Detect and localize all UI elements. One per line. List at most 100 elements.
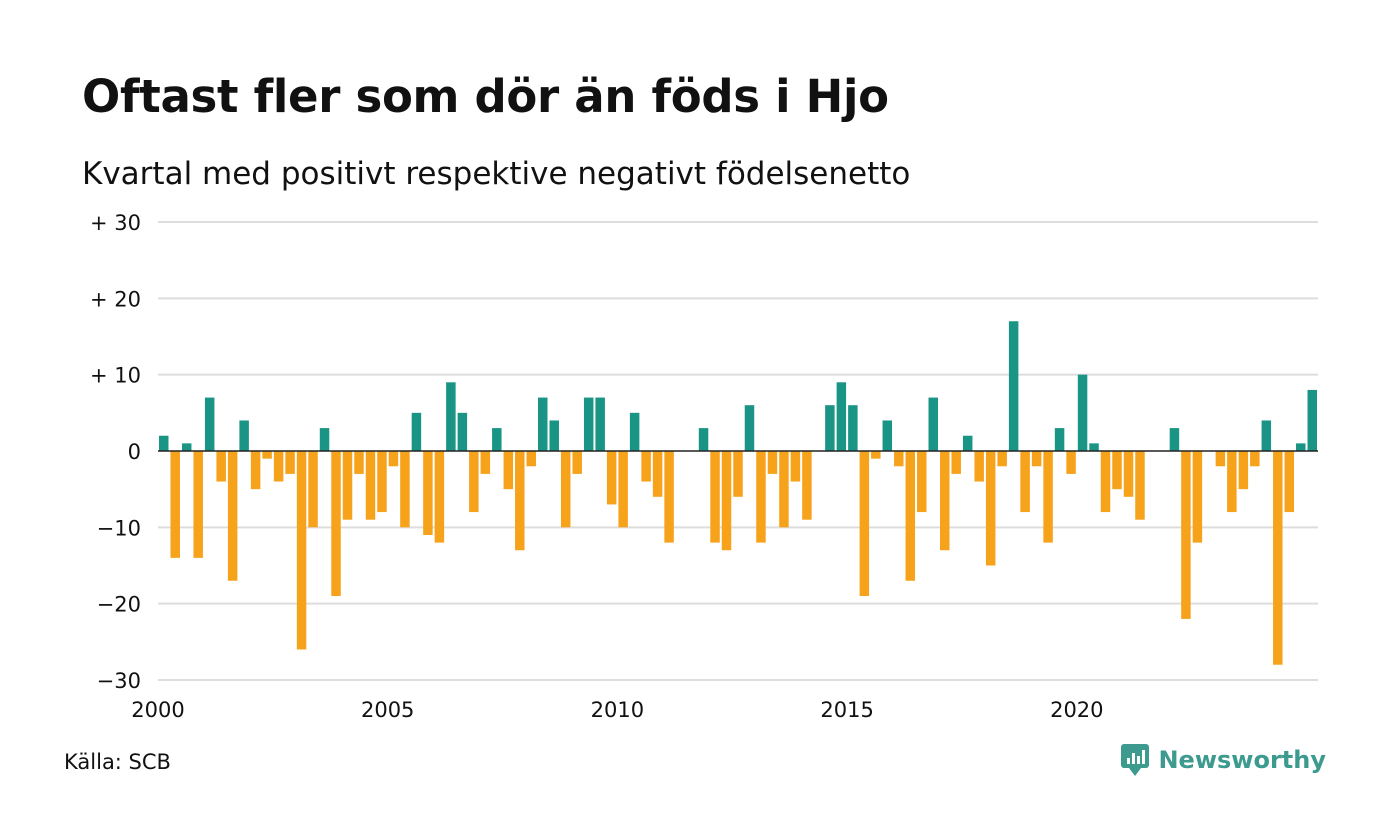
bar: 2024 K4: 1 (1296, 443, 1306, 451)
chart-title: Oftast fler som dör än föds i Hjo (82, 70, 889, 123)
bar: 2002 K3: -4 (273, 451, 284, 482)
bar: 2001 K4: 4 (239, 420, 249, 451)
bar: 2023 K3: -5 (1238, 451, 1249, 490)
bar: 2002 K1: -5 (250, 451, 261, 490)
bar: 2003 K2: -10 (308, 451, 318, 528)
bar: 2019 K3: 3 (1054, 428, 1065, 451)
chart-subtitle: Kvartal med positivt respektive negativt… (82, 156, 911, 192)
bar: 2023 K1: -2 (1215, 451, 1226, 467)
bar: 2005 K4: -11 (423, 451, 433, 535)
y-tick-label: −30 (97, 669, 141, 693)
bar: 2017 K2: -3 (951, 451, 961, 474)
bar: 2005 K1: -2 (388, 451, 399, 467)
bar: 2008 K3: 4 (549, 420, 559, 451)
bar: 2004 K2: -3 (354, 451, 364, 474)
bar: 2024 K3: -8 (1284, 451, 1295, 513)
bar: 2014 K3: 6 (825, 405, 835, 451)
bar: 2011 K1: -12 (664, 451, 674, 543)
y-tick-label: + 10 (90, 364, 141, 388)
bars: 2000 K1: 22000 K2: -142000 K3: 12000 K4:… (159, 321, 1317, 665)
bar: 2007 K3: -5 (503, 451, 514, 490)
bar: 2007 K2: 3 (492, 428, 502, 451)
source-note: Källa: SCB (64, 750, 171, 774)
bar: 2015 K1: 6 (848, 405, 858, 451)
bar: 2012 K2: -13 (721, 451, 732, 551)
bar: 2016 K1: -2 (894, 451, 904, 467)
bar: 2007 K4: -13 (515, 451, 525, 551)
bar: 2013 K1: -12 (756, 451, 766, 543)
bar: 2015 K2: -19 (859, 451, 870, 597)
bar: 2008 K2: 7 (538, 397, 548, 451)
bar: 2015 K3: -1 (871, 451, 881, 459)
bar: 2001 K1: 7 (204, 397, 215, 451)
bar: 2002 K4: -3 (285, 451, 295, 474)
x-tick-label: 2005 (361, 698, 414, 722)
bar: 2018 K3: 17 (1008, 321, 1019, 451)
bar: 2019 K4: -3 (1066, 451, 1076, 474)
bar: 2009 K1: -3 (572, 451, 582, 474)
bar: 2008 K4: -10 (560, 451, 571, 528)
bar: 2011 K4: 3 (698, 428, 709, 451)
bar: 2006 K1: -12 (434, 451, 445, 543)
bar: 2010 K2: 5 (629, 412, 640, 451)
x-tick-label: 2000 (131, 698, 184, 722)
bar: 2020 K1: 10 (1077, 374, 1088, 451)
bar: 2024 K1: 4 (1261, 420, 1272, 451)
y-tick-label: 0 (128, 440, 141, 464)
y-axis-ticks: + 30 + 20 + 10 0 −10 −20 −30 (90, 211, 141, 693)
bar: 2016 K3: -8 (917, 451, 927, 513)
newsworthy-logo-icon (1121, 744, 1150, 776)
bar: 2005 K3: 5 (411, 412, 422, 451)
brand-logo: Newsworthy (1120, 743, 1326, 777)
bar: 2021 K1: -6 (1123, 451, 1134, 497)
bar: 2012 K1: -12 (710, 451, 720, 543)
bar: 2017 K1: -13 (939, 451, 950, 551)
bar: 2021 K2: -9 (1135, 451, 1145, 520)
bar: 2018 K2: -2 (997, 451, 1007, 467)
bar: 2012 K3: -6 (733, 451, 743, 497)
bar: 2000 K1: 2 (159, 435, 169, 451)
bar: 2010 K1: -10 (618, 451, 628, 528)
bar: 2017 K4: -4 (974, 451, 984, 482)
bar: 2006 K3: 5 (457, 412, 468, 451)
bar: 2006 K2: 9 (446, 382, 456, 451)
bar: 2017 K3: 2 (962, 435, 973, 451)
bar: 2016 K2: -17 (905, 451, 916, 581)
bar: 2020 K2: 1 (1089, 443, 1099, 451)
bar: 2008 K1: -2 (526, 451, 537, 467)
bar: 2013 K2: -3 (767, 451, 778, 474)
bar: 2019 K1: -2 (1031, 451, 1042, 467)
bar: 2000 K3: 1 (181, 443, 192, 451)
bar: undefined: 8 (1307, 389, 1317, 451)
bar: 2023 K4: -2 (1250, 451, 1260, 467)
bar: 2018 K4: -8 (1020, 451, 1030, 513)
bar: 2019 K2: -12 (1043, 451, 1053, 543)
brand-name: Newsworthy (1158, 746, 1326, 774)
bar: 2009 K2: 7 (583, 397, 594, 451)
bar: 2024 K2: -28 (1273, 451, 1283, 665)
bar: 2003 K3: 3 (319, 428, 330, 451)
bar: 2000 K2: -14 (170, 451, 180, 558)
bar: 2022 K3: -12 (1192, 451, 1203, 543)
bar: 2013 K4: -4 (790, 451, 801, 482)
bar: 2000 K4: -14 (193, 451, 203, 558)
bar: 2016 K4: 7 (928, 397, 938, 451)
bar: 2009 K4: -7 (606, 451, 617, 505)
bar: 2004 K4: -8 (377, 451, 387, 513)
bar: 2014 K1: -9 (802, 451, 812, 520)
bar: 2005 K2: -10 (400, 451, 410, 528)
bar: 2002 K2: -1 (262, 451, 272, 459)
y-tick-label: + 20 (90, 287, 141, 311)
bar: 2001 K3: -17 (227, 451, 238, 581)
bar: 2006 K4: -8 (469, 451, 479, 513)
bar: 2003 K4: -19 (331, 451, 341, 597)
x-tick-label: 2010 (591, 698, 644, 722)
bar: 2009 K3: 7 (595, 397, 605, 451)
gridlines (158, 221, 1318, 681)
bar: 2012 K4: 6 (744, 405, 755, 451)
bar: 2003 K1: -26 (296, 451, 307, 650)
x-axis-ticks: 2000 2005 2010 2015 2020 (131, 698, 1103, 722)
y-tick-label: + 30 (90, 211, 141, 235)
bar: 2014 K4: 9 (836, 382, 847, 451)
